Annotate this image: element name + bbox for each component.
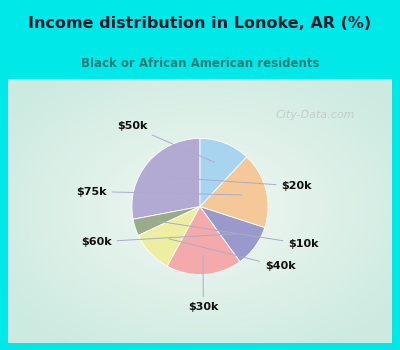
Wedge shape <box>133 206 200 236</box>
Text: $75k: $75k <box>76 187 242 196</box>
Wedge shape <box>200 206 265 261</box>
Text: $50k: $50k <box>117 121 214 162</box>
Text: Income distribution in Lonoke, AR (%): Income distribution in Lonoke, AR (%) <box>28 16 372 31</box>
Text: $10k: $10k <box>159 221 319 249</box>
Text: $40k: $40k <box>169 239 296 272</box>
Wedge shape <box>132 138 200 219</box>
Text: City-Data.com: City-Data.com <box>276 111 355 120</box>
Wedge shape <box>138 206 200 266</box>
Wedge shape <box>200 157 268 228</box>
Wedge shape <box>200 138 247 206</box>
Text: $30k: $30k <box>188 256 218 312</box>
Text: $60k: $60k <box>81 234 235 247</box>
Text: Black or African American residents: Black or African American residents <box>81 57 319 70</box>
Wedge shape <box>167 206 240 275</box>
Text: $20k: $20k <box>167 177 312 191</box>
